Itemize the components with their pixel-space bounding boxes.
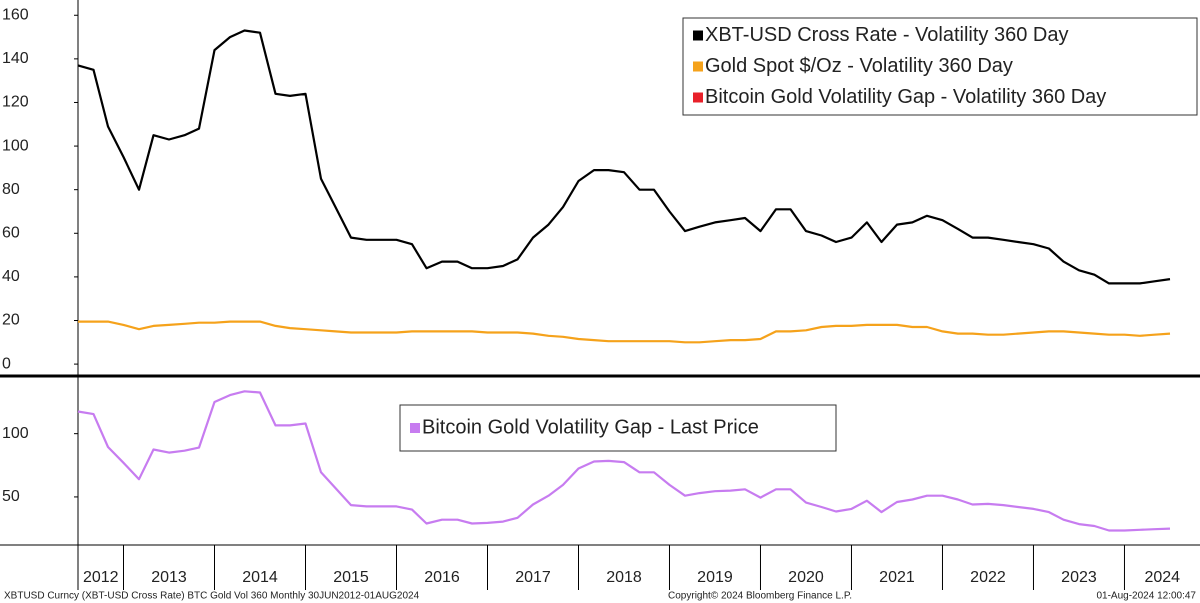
y-tick-label: 100 — [2, 425, 29, 442]
y-tick-label: 50 — [2, 488, 20, 505]
x-tick-label: 2018 — [606, 569, 642, 586]
x-tick-label: 2015 — [333, 569, 369, 586]
x-tick-label: 2016 — [424, 569, 460, 586]
x-tick-label: 2022 — [970, 569, 1006, 586]
x-tick-label: 2012 — [83, 569, 119, 586]
legend-swatch — [693, 30, 703, 41]
y-tick-label: 140 — [2, 50, 29, 67]
footer-right: 01-Aug-2024 12:00:47 — [1096, 591, 1196, 602]
series-line — [78, 320, 1171, 344]
x-tick-label: 2021 — [879, 569, 915, 586]
legend-swatch — [410, 423, 420, 433]
legend-swatch — [693, 92, 703, 103]
y-tick-label: 160 — [2, 6, 29, 23]
x-tick-label: 2024 — [1144, 569, 1180, 586]
y-tick-label: 120 — [2, 94, 29, 111]
series-line — [77, 390, 1171, 532]
legend-box — [682, 17, 1198, 116]
x-tick-label: 2019 — [697, 569, 733, 586]
y-tick-label: 0 — [2, 355, 11, 372]
y-tick-label: 80 — [2, 181, 20, 198]
y-tick-label: 100 — [2, 137, 29, 154]
series-line — [77, 29, 1171, 285]
x-tick-label: 2023 — [1061, 569, 1097, 586]
footer-center: Copyright© 2024 Bloomberg Finance L.P. — [668, 591, 852, 602]
x-tick-label: 2014 — [242, 569, 278, 586]
y-tick-label: 60 — [2, 225, 20, 242]
legend-label: Bitcoin Gold Volatility Gap - Volatility… — [705, 86, 1106, 108]
x-tick-label: 2020 — [788, 569, 824, 586]
y-tick-label: 20 — [2, 312, 20, 329]
legend-box — [399, 404, 837, 452]
legend-label: XBT-USD Cross Rate - Volatility 360 Day — [705, 24, 1068, 46]
legend-label: Gold Spot $/Oz - Volatility 360 Day — [705, 55, 1013, 77]
footer-left: XBTUSD Curncy (XBT-USD Cross Rate) BTC G… — [4, 591, 420, 602]
legend-swatch — [693, 61, 703, 72]
x-tick-label: 2013 — [151, 569, 187, 586]
y-tick-label: 40 — [2, 268, 20, 285]
legend-label: Bitcoin Gold Volatility Gap - Last Price — [422, 416, 759, 438]
x-tick-label: 2017 — [515, 569, 551, 586]
